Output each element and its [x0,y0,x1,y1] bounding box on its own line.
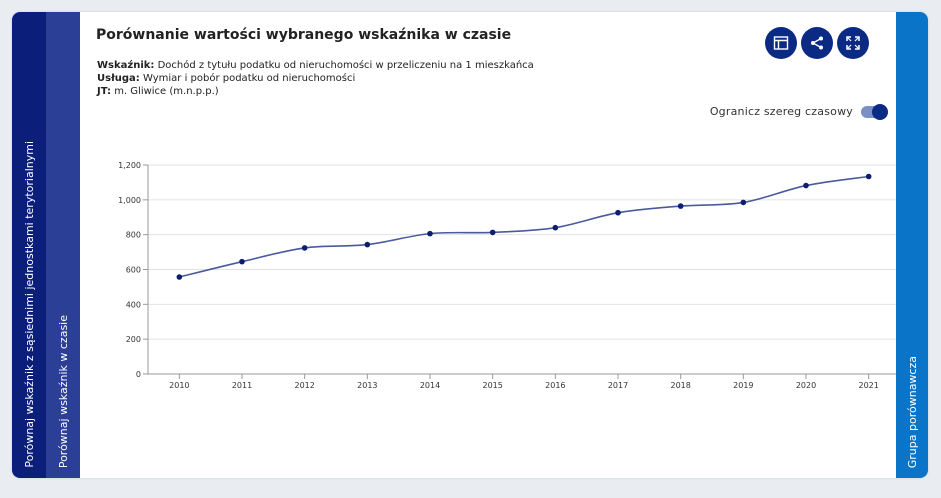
x-tick-label: 2013 [357,381,377,390]
data-point [427,230,433,237]
content-area: Porównanie wartości wybranego wskaźnika … [80,12,896,478]
limit-series-label: Ogranicz szereg czasowy [709,105,853,118]
x-tick-label: 2021 [858,381,878,390]
data-point [677,203,684,209]
jt-label: JT: [97,86,111,97]
data-point [489,229,496,236]
share-button[interactable] [801,27,833,59]
fullscreen-icon [846,36,860,50]
x-tick-label: 2011 [232,381,252,390]
page-title: Porównanie wartości wybranego wskaźnika … [96,27,512,43]
x-tick-label: 2012 [294,381,314,390]
service-label: Usługa: [97,73,140,84]
indicator-row: Wskaźnik: Dochód z tytułu podatku od nie… [97,59,534,72]
tab-compare-neighbours[interactable]: Porównaj wskaźnik z sąsiednimi jednostka… [12,12,46,478]
series-line [179,175,869,278]
indicator-value: Dochód z tytułu podatku od nieruchomości… [157,60,534,71]
line-chart: 0 200 400 600 800 1,000 1,200 2010 2011 2012 2013 2… [118,161,896,390]
y-tick-label: 400 [126,300,141,309]
y-tick-label: 200 [126,335,141,344]
indicator-info: Wskaźnik: Dochód z tytułu podatku od nie… [97,59,534,98]
table-icon [773,36,789,50]
data-point [176,274,183,280]
jt-value: m. Gliwice (m.n.p.p.) [114,86,219,97]
toggle-knob [872,103,888,120]
x-tick-label: 2016 [545,381,565,390]
tab-compare-neighbours-label: Porównaj wskaźnik z sąsiednimi jednostka… [22,141,36,468]
data-point [740,199,747,206]
tab-comparison-group-label: Grupa porównawcza [905,355,919,468]
fullscreen-button[interactable] [837,27,869,59]
y-tick-label: 0 [136,370,141,379]
y-tick-label: 800 [126,231,141,240]
table-view-button[interactable] [765,27,797,59]
data-point [364,241,371,248]
limit-series-toggle[interactable] [861,103,888,120]
service-value: Wymiar i pobór podatku od nieruchomości [143,73,356,84]
share-icon [811,36,823,50]
x-tick-label: 2010 [169,381,189,390]
service-row: Usługa: Wymiar i pobór podatku od nieruc… [97,72,534,85]
y-tick-label: 1,000 [118,196,141,205]
x-tick-label: 2020 [796,381,816,390]
data-point [552,224,559,231]
main-panel: Porównaj wskaźnik z sąsiednimi jednostka… [12,12,928,478]
data-point [803,182,809,189]
tab-compare-in-time-label: Porównaj wskaźnik w czasie [56,314,70,468]
jt-row: JT: m. Gliwice (m.n.p.p.) [97,85,534,98]
tab-comparison-group[interactable]: Grupa porównawcza [896,12,928,478]
data-point [239,258,245,265]
x-tick-label: 2018 [670,381,690,390]
y-tick-label: 600 [126,266,141,275]
x-tick-label: 2015 [482,381,502,390]
data-point [865,173,872,180]
limit-series-control: Ogranicz szereg czasowy [709,103,888,120]
x-tick-label: 2017 [608,381,628,390]
x-tick-label: 2019 [733,381,753,390]
indicator-label: Wskaźnik: [97,60,155,71]
data-point [615,209,621,216]
data-point [301,245,308,251]
y-tick-label: 1,200 [118,161,141,170]
tab-compare-in-time[interactable]: Porównaj wskaźnik w czasie [46,12,80,478]
x-tick-label: 2014 [420,381,440,390]
